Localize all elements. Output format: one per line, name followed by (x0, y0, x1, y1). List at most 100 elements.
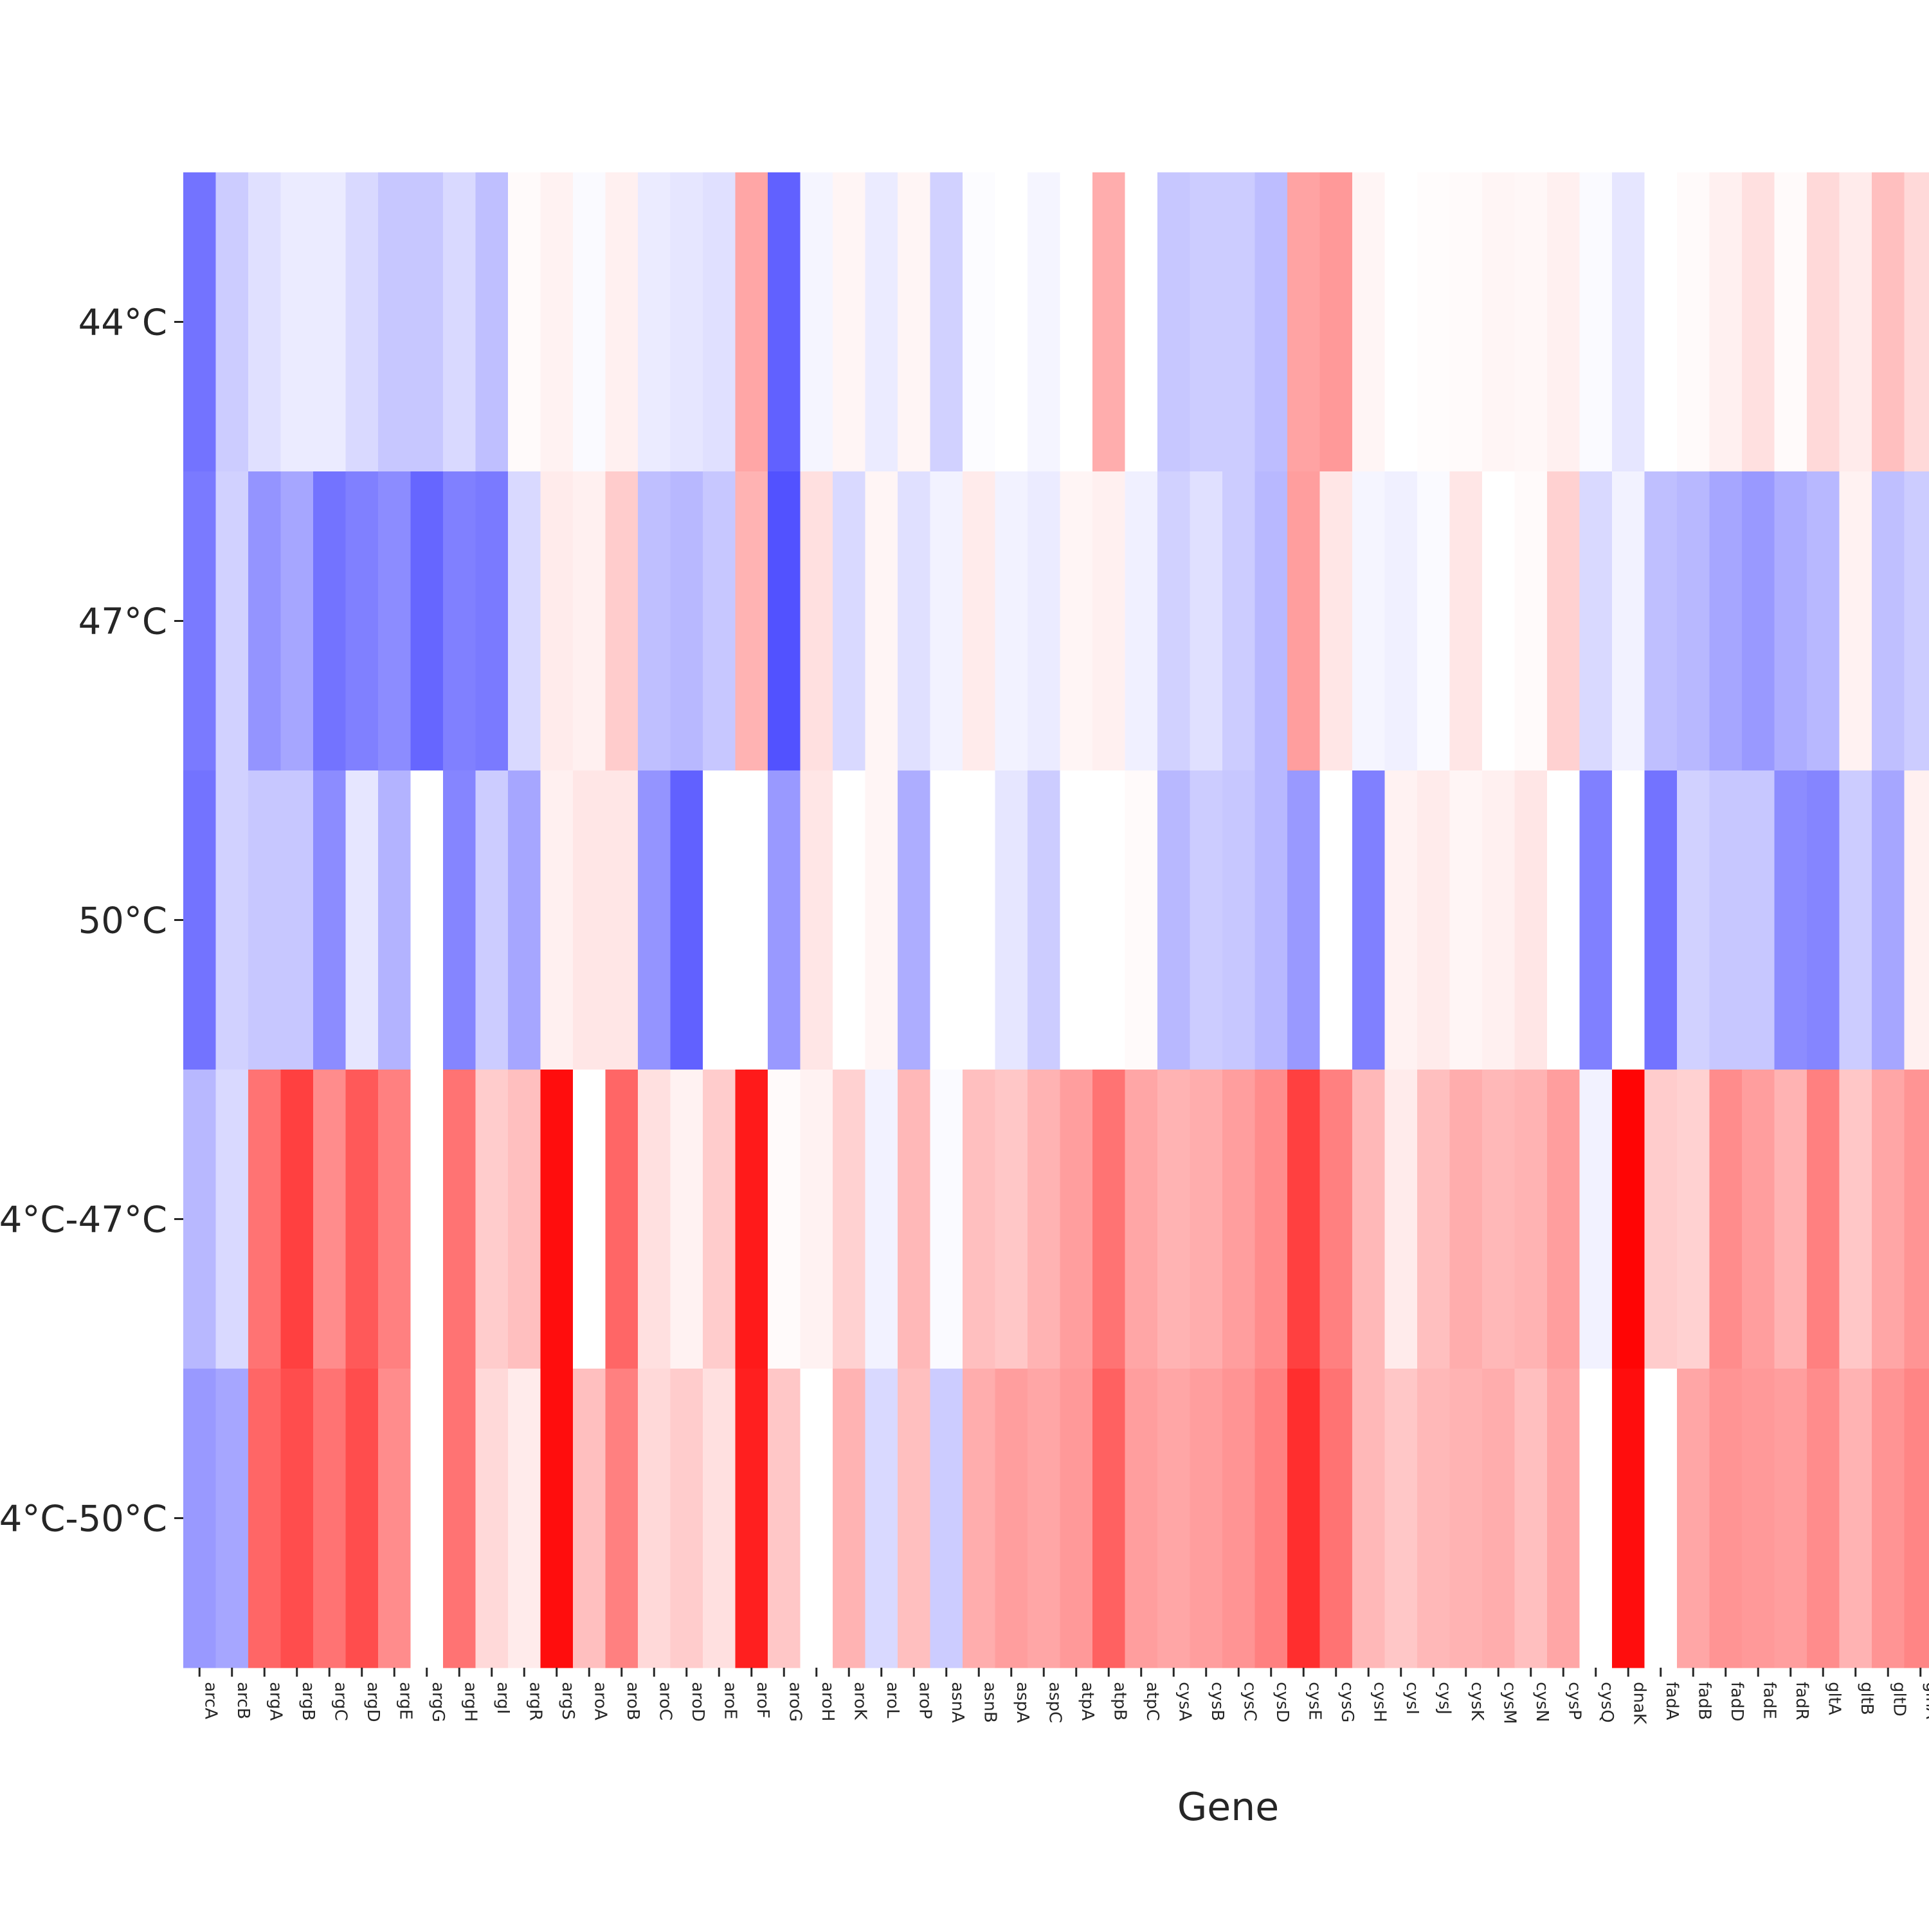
heatmap-cell (1222, 770, 1255, 1070)
column-label: cysP (1564, 1682, 1584, 1720)
heatmap-cell (378, 172, 411, 472)
heatmap-cell (865, 1070, 898, 1369)
heatmap-cell (1028, 1070, 1060, 1369)
column-label: cysC (1240, 1682, 1259, 1721)
heatmap-cell (1515, 1369, 1548, 1668)
heatmap-cell (1417, 1369, 1450, 1668)
column-label: gltB (1857, 1682, 1876, 1715)
heatmap-cell (801, 1369, 833, 1668)
heatmap-cell (1287, 770, 1320, 1070)
column-label: fadR (1792, 1682, 1811, 1720)
heatmap-cell (1125, 1369, 1158, 1668)
heatmap-cell (573, 172, 606, 472)
heatmap-cell (1255, 1070, 1288, 1369)
heatmap-cell (1840, 1369, 1872, 1668)
heatmap-cell (1807, 1369, 1840, 1668)
heatmap-cell (411, 172, 444, 472)
heatmap-cell (1580, 1369, 1613, 1668)
heatmap-cell (703, 1369, 736, 1668)
column-label: dnaK (1629, 1682, 1649, 1725)
heatmap-cell (573, 770, 606, 1070)
column-label: fadB (1694, 1682, 1714, 1720)
heatmap-cell (378, 471, 411, 771)
column-label: aroH (818, 1682, 837, 1722)
heatmap-cell (476, 172, 509, 472)
heatmap-cell (1872, 471, 1905, 771)
heatmap-cell (833, 172, 865, 472)
heatmap-cell (1092, 770, 1125, 1070)
heatmap-cell (1775, 770, 1807, 1070)
heatmap-cell (963, 172, 995, 472)
heatmap-cell (183, 770, 216, 1070)
heatmap-cell (1028, 1369, 1060, 1668)
heatmap-cell (1450, 1070, 1483, 1369)
column-label: aroE (720, 1682, 739, 1719)
heatmap-cell (671, 172, 703, 472)
heatmap-cell (1580, 1070, 1613, 1369)
heatmap-cell (1775, 1070, 1807, 1369)
heatmap-cell (1645, 172, 1678, 472)
heatmap-cell (1417, 770, 1450, 1070)
heatmap-cell (1905, 770, 1929, 1070)
column-label: fadE (1759, 1682, 1779, 1719)
heatmap-cell (378, 1070, 411, 1369)
heatmap-cell (801, 1070, 833, 1369)
heatmap-cell (1450, 770, 1483, 1070)
heatmap-cell (1352, 172, 1385, 472)
heatmap-cell (671, 1369, 703, 1668)
heatmap-cell (541, 770, 574, 1070)
column-label: cysA (1175, 1682, 1194, 1721)
heatmap-cell (1872, 1070, 1905, 1369)
heatmap-cell (1287, 471, 1320, 771)
heatmap-cell (930, 770, 963, 1070)
heatmap-cell (476, 770, 509, 1070)
heatmap-cell (930, 1369, 963, 1668)
heatmap-cell (1125, 770, 1158, 1070)
heatmap-cell (995, 770, 1028, 1070)
column-label: cysK (1467, 1682, 1487, 1721)
column-label: argI (493, 1682, 512, 1714)
heatmap-cell (930, 172, 963, 472)
column-label: cysQ (1597, 1682, 1617, 1723)
column-label: aroL (883, 1682, 902, 1718)
heatmap-cell (1612, 770, 1645, 1070)
heatmap-cell (833, 770, 865, 1070)
heatmap-cell (736, 1070, 768, 1369)
heatmap-cell (1060, 770, 1093, 1070)
heatmap-cell (638, 1369, 671, 1668)
heatmap-cell (1905, 172, 1929, 472)
heatmap-cell (995, 1369, 1028, 1668)
column-label: glnA (1922, 1682, 1929, 1719)
heatmap-cell (1287, 1070, 1320, 1369)
heatmap-cell (1450, 471, 1483, 771)
heatmap-cell (1157, 1070, 1190, 1369)
heatmap-cell (248, 471, 281, 771)
column-label: cysB (1208, 1682, 1227, 1721)
heatmap-cell (606, 770, 638, 1070)
heatmap-cell (1352, 770, 1385, 1070)
heatmap-cell (1710, 770, 1743, 1070)
heatmap-cell (411, 471, 444, 771)
heatmap-cell (1482, 172, 1515, 472)
heatmap-cell (1157, 172, 1190, 472)
heatmap-cell (963, 1369, 995, 1668)
heatmap-cell (1742, 172, 1775, 472)
heatmap-cell (1677, 1070, 1710, 1369)
heatmap-cell (573, 471, 606, 771)
heatmap-cell (1385, 471, 1418, 771)
column-label: gltA (1824, 1682, 1843, 1715)
column-label: aroD (688, 1682, 707, 1722)
heatmap-cell (1352, 1070, 1385, 1369)
heatmap-cell (183, 1070, 216, 1369)
heatmap-cell (1385, 1369, 1418, 1668)
heatmap-cell (833, 1369, 865, 1668)
column-label: aroB (623, 1682, 642, 1720)
heatmap-cell (476, 1070, 509, 1369)
heatmap-cell (1028, 770, 1060, 1070)
heatmap-cell (1255, 770, 1288, 1070)
heatmap-cell (313, 172, 346, 472)
heatmap-cell (281, 471, 314, 771)
column-label: cysH (1370, 1682, 1389, 1722)
heatmap-cells (183, 172, 1929, 1668)
